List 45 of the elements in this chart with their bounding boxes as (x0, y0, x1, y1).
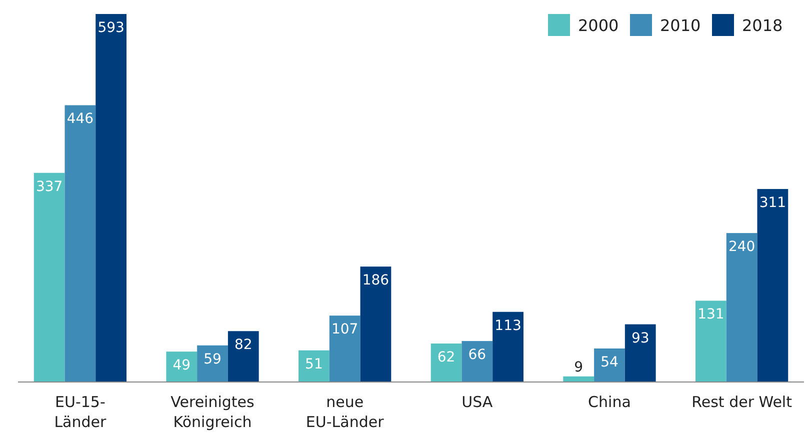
bar (757, 189, 788, 382)
x-tick-label: China (588, 393, 631, 411)
data-label: 9 (574, 359, 584, 376)
bar (96, 14, 127, 382)
bar (360, 266, 392, 382)
x-tick-label: Rest der Welt (692, 393, 792, 411)
data-label: 446 (66, 111, 94, 128)
data-label: 49 (172, 358, 191, 374)
legend-label: 2010 (660, 16, 701, 35)
legend-label: 2018 (742, 16, 783, 35)
bar (695, 300, 726, 382)
data-label: 113 (494, 318, 522, 334)
bar (197, 345, 228, 382)
bar (492, 312, 524, 382)
bar (64, 105, 96, 382)
bar (228, 331, 259, 382)
bar (624, 324, 656, 382)
data-label: 337 (36, 178, 63, 195)
data-label: 82 (234, 337, 252, 354)
x-tick-label: EU-15- Länder (54, 393, 108, 431)
data-label: 54 (600, 354, 618, 370)
bar (166, 352, 198, 382)
bar (298, 350, 330, 382)
x-tick-label: USA (462, 393, 494, 411)
bar (726, 233, 758, 382)
bar (594, 348, 625, 382)
data-label: 93 (631, 330, 650, 346)
x-tick-label: neue EU-Länder (306, 393, 385, 431)
data-label: 240 (728, 239, 756, 256)
data-label: 107 (331, 322, 358, 338)
bar (563, 376, 594, 382)
data-label: 59 (204, 351, 222, 368)
data-label: 51 (305, 356, 323, 372)
x-tick-label: Vereinigtes Königreich (170, 393, 255, 431)
bar (34, 172, 65, 382)
bar (329, 316, 360, 382)
bar (462, 341, 493, 382)
bar (430, 344, 462, 382)
data-label: 311 (759, 195, 786, 211)
data-label: 593 (98, 20, 124, 36)
data-label: 186 (362, 272, 390, 289)
legend-label: 2000 (578, 16, 619, 35)
data-label: 131 (698, 306, 724, 323)
data-label: 62 (437, 350, 456, 366)
data-label: 66 (468, 347, 486, 364)
